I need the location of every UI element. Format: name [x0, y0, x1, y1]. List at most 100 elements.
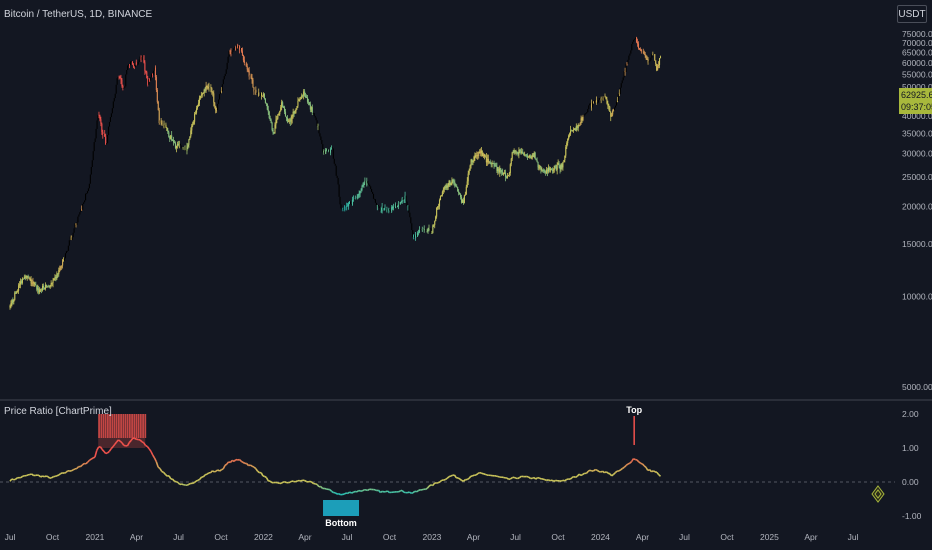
candle-body [34, 284, 36, 285]
osc-line-segment [146, 446, 150, 450]
candle-body [125, 74, 127, 87]
candle [528, 154, 530, 159]
candle [234, 46, 236, 49]
candle [36, 285, 38, 292]
candle [115, 84, 117, 94]
candle-body [373, 198, 376, 200]
candle-body [643, 51, 645, 55]
candle-body [330, 147, 332, 150]
candle [50, 280, 52, 288]
candle-body [262, 94, 265, 96]
candle-body [644, 54, 646, 56]
candle [117, 76, 119, 79]
osc-line-segment [439, 479, 443, 483]
candle-body [109, 117, 111, 122]
candle-body [63, 260, 65, 261]
candle [572, 127, 574, 133]
candle-body [551, 169, 553, 171]
osc-line-segment [450, 474, 453, 477]
candle-body [90, 167, 92, 175]
top-zone-fade [98, 438, 146, 448]
price-tick-label: 60000.00 [902, 58, 932, 68]
candle-body [587, 108, 589, 113]
candle-body [155, 77, 157, 90]
candle [444, 184, 446, 190]
osc-line-segment [42, 475, 45, 478]
candle-body [594, 100, 596, 101]
candle [64, 253, 67, 259]
candle [512, 149, 514, 154]
candle-body [517, 152, 519, 155]
candle-body [389, 208, 391, 211]
candle-body [561, 164, 563, 168]
candle [253, 87, 255, 95]
osc-line-segment [651, 470, 654, 473]
candle-body [378, 206, 380, 208]
candle [149, 78, 151, 82]
diamond-marker-icon[interactable] [871, 485, 885, 503]
candle [638, 47, 640, 51]
candle [29, 277, 31, 281]
osc-line-segment [289, 480, 293, 483]
osc-line-segment [145, 444, 148, 448]
candle [387, 209, 389, 212]
candle-body [651, 54, 653, 58]
candle-body [12, 300, 14, 302]
candle [587, 108, 589, 113]
candle [581, 116, 583, 123]
candle-body [31, 283, 33, 284]
candle [183, 147, 185, 151]
osc-line-segment [51, 475, 54, 479]
candle [161, 120, 163, 126]
candle [555, 164, 557, 172]
osc-line-segment [633, 457, 636, 461]
candle-body [652, 54, 654, 55]
candle-body [28, 278, 30, 280]
osc-line-segment [466, 477, 470, 481]
candle-body [604, 95, 606, 97]
candle-body [280, 107, 282, 112]
candle [44, 282, 46, 291]
candle-body [258, 92, 260, 96]
candle-body [175, 145, 177, 149]
candle [160, 117, 162, 126]
candle-body [381, 206, 383, 211]
osc-line-segment [401, 489, 405, 493]
candle [173, 140, 176, 144]
candle [274, 122, 276, 134]
candle [486, 154, 488, 166]
candle [121, 78, 123, 88]
candle [655, 60, 657, 67]
candle-body [86, 191, 89, 194]
candle-body [530, 157, 532, 159]
candle-body [557, 163, 559, 165]
candle-body [69, 236, 71, 241]
candle [434, 220, 436, 229]
osc-line-segment [587, 469, 591, 473]
indicator-title[interactable]: Price Ratio [ChartPrime] [4, 406, 112, 417]
osc-line-segment [605, 471, 609, 474]
candle [412, 230, 414, 238]
candle-body [484, 156, 486, 158]
candle [140, 55, 142, 63]
candle-body [634, 38, 636, 40]
osc-line-segment [175, 480, 179, 484]
candle-body [344, 205, 346, 211]
candle [460, 194, 463, 204]
candle-body [605, 96, 607, 99]
currency-button[interactable]: USDT [897, 5, 927, 23]
candle-body [448, 180, 450, 186]
candle-body [225, 69, 227, 74]
candle-body [238, 46, 240, 48]
candle-body [656, 64, 658, 71]
candle [222, 79, 224, 85]
candle-body [629, 53, 631, 56]
candle-body [599, 98, 601, 99]
candle-body [35, 284, 37, 286]
candle [515, 149, 517, 156]
symbol-title[interactable]: Bitcoin / TetherUS, 1D, BINANCE [4, 9, 153, 20]
candle-body [413, 234, 415, 238]
candle [340, 204, 342, 209]
candle [312, 112, 314, 114]
